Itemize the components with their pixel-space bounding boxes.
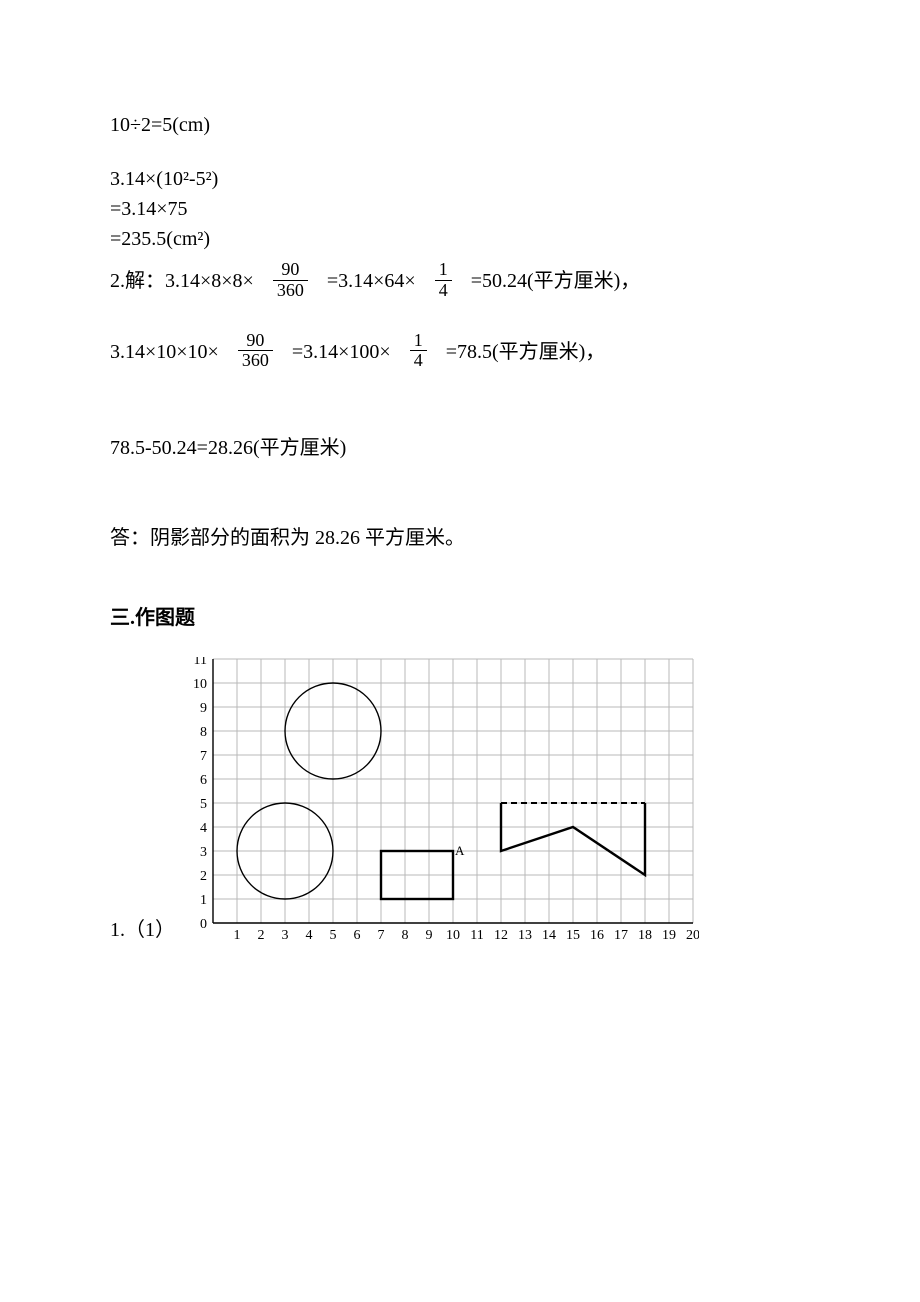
answer-line: 答：阴影部分的面积为 28.26 平方厘米。	[110, 523, 810, 553]
svg-text:16: 16	[590, 928, 604, 943]
grid-diagram: 0123456789101112345678910111213141516171…	[187, 657, 699, 949]
fraction-1-4-a: 1 4	[435, 260, 452, 301]
svg-text:18: 18	[638, 928, 652, 943]
calc-a-line3: =3.14×75	[110, 194, 810, 224]
svg-text:9: 9	[200, 701, 207, 716]
svg-text:15: 15	[566, 928, 580, 943]
svg-text:7: 7	[378, 928, 385, 943]
svg-text:6: 6	[200, 773, 207, 788]
svg-text:3: 3	[282, 928, 289, 943]
fraction-90-360-a: 90 360	[273, 260, 308, 301]
svg-text:4: 4	[200, 821, 207, 836]
fraction-num: 1	[435, 260, 452, 281]
svg-text:19: 19	[662, 928, 676, 943]
svg-text:2: 2	[200, 869, 207, 884]
svg-text:6: 6	[354, 928, 361, 943]
calc-line-2: 2.解：3.14×8×8× 90 360 =3.14×64× 1 4 =50.2…	[110, 262, 810, 303]
svg-text:4: 4	[306, 928, 313, 943]
fraction-1-4-b: 1 4	[410, 331, 427, 372]
svg-text:8: 8	[402, 928, 409, 943]
svg-text:7: 7	[200, 749, 207, 764]
figure-label: 1.（1）	[110, 915, 175, 949]
fraction-90-360-b: 90 360	[238, 331, 273, 372]
calc2-mid: =3.14×64×	[327, 270, 416, 292]
calc-a-line1: 10÷2=5(cm)	[110, 110, 810, 140]
calc-a-line4: =235.5(cm²)	[110, 224, 810, 254]
calc3-mid: =3.14×100×	[292, 340, 391, 362]
fraction-den: 4	[410, 351, 427, 371]
calc-line-4: 78.5-50.24=28.26(平方厘米)	[110, 433, 810, 463]
section-3-heading: 三.作图题	[110, 603, 810, 633]
svg-text:10: 10	[446, 928, 460, 943]
svg-text:9: 9	[426, 928, 433, 943]
svg-text:14: 14	[542, 928, 556, 943]
document-page: 10÷2=5(cm) 3.14×(10²-5²) =3.14×75 =235.5…	[0, 0, 920, 1302]
svg-text:A: A	[455, 843, 465, 858]
svg-text:5: 5	[200, 797, 207, 812]
figure-row: 1.（1） 0123456789101112345678910111213141…	[110, 657, 810, 949]
calc-block-a: 10÷2=5(cm)	[110, 110, 810, 140]
svg-text:5: 5	[330, 928, 337, 943]
svg-text:0: 0	[200, 917, 207, 932]
calc3-prefix: 3.14×10×10×	[110, 340, 219, 362]
fraction-num: 90	[273, 260, 308, 281]
svg-text:17: 17	[614, 928, 628, 943]
svg-text:1: 1	[234, 928, 241, 943]
svg-text:1: 1	[200, 893, 207, 908]
fraction-den: 4	[435, 281, 452, 301]
fraction-num: 1	[410, 331, 427, 352]
fraction-den: 360	[238, 351, 273, 371]
svg-text:20: 20	[686, 928, 699, 943]
svg-text:8: 8	[200, 725, 207, 740]
svg-text:11: 11	[194, 657, 207, 668]
svg-text:12: 12	[494, 928, 508, 943]
calc-a-line2: 3.14×(10²-5²)	[110, 164, 810, 194]
calc-line-3: 3.14×10×10× 90 360 =3.14×100× 1 4 =78.5(…	[110, 333, 810, 374]
svg-text:10: 10	[193, 677, 207, 692]
calc2-prefix: 2.解：3.14×8×8×	[110, 270, 254, 292]
svg-text:13: 13	[518, 928, 532, 943]
calc-block-a-cont: 3.14×(10²-5²) =3.14×75 =235.5(cm²)	[110, 164, 810, 254]
calc2-suffix: =50.24(平方厘米)，	[471, 270, 641, 292]
fraction-num: 90	[238, 331, 273, 352]
svg-text:11: 11	[470, 928, 483, 943]
svg-text:2: 2	[258, 928, 265, 943]
svg-text:3: 3	[200, 845, 207, 860]
fraction-den: 360	[273, 281, 308, 301]
calc3-suffix: =78.5(平方厘米)，	[446, 340, 606, 362]
